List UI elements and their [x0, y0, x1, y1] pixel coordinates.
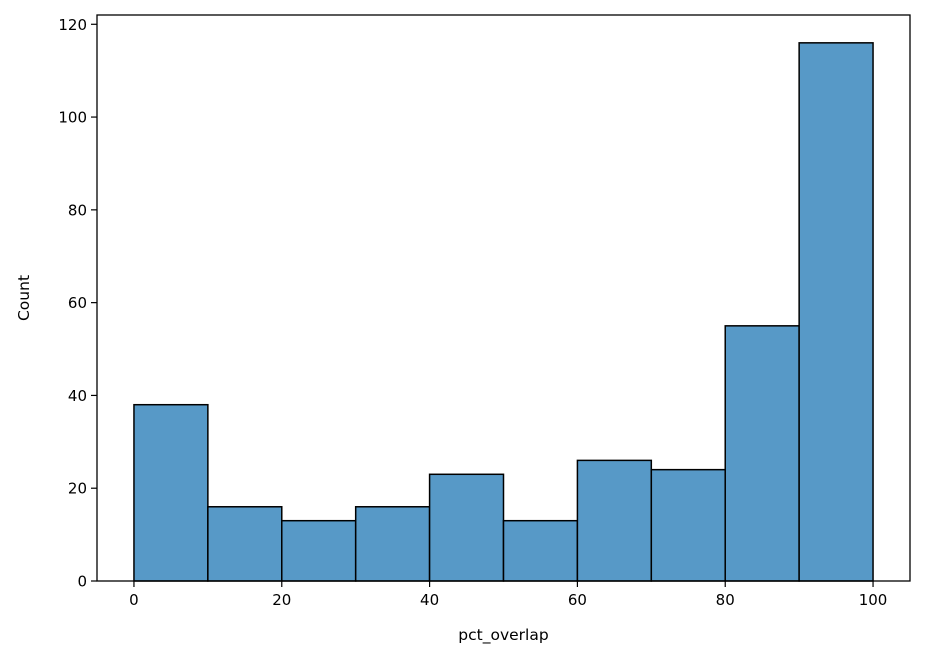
- x-tick-label: 20: [272, 591, 291, 609]
- x-tick-label: 100: [859, 591, 888, 609]
- histogram-bar-9: [724, 325, 800, 582]
- histogram-bar-7: [576, 459, 653, 582]
- y-tick-label: 60: [68, 294, 87, 312]
- histogram-bar-10: [798, 42, 874, 582]
- y-tick-label: 20: [68, 480, 87, 498]
- y-tick-label: 0: [77, 573, 87, 591]
- y-tick-label: 120: [58, 16, 87, 34]
- y-ticks: 0 20 40 60 80 100 120: [58, 16, 97, 591]
- histogram-bar-5: [428, 473, 505, 582]
- histogram-bar-3: [281, 519, 357, 582]
- y-axis-label: Count: [15, 275, 33, 321]
- histogram-bar-4: [354, 506, 431, 582]
- y-tick-label: 40: [68, 387, 87, 405]
- x-tick-label: 80: [716, 591, 735, 609]
- histogram-bar-2: [207, 506, 283, 582]
- x-tick-label: 0: [129, 591, 139, 609]
- x-tick-label: 60: [568, 591, 587, 609]
- y-tick-label: 80: [68, 201, 87, 219]
- histogram-bar-6: [502, 519, 579, 582]
- bars-group: [133, 42, 874, 582]
- x-ticks: 0 20 40 60 80 100: [129, 581, 887, 609]
- histogram-bar-8: [650, 468, 726, 582]
- x-tick-label: 40: [420, 591, 439, 609]
- x-axis-label: pct_overlap: [458, 626, 548, 645]
- histogram-bar-1: [133, 403, 209, 582]
- plot-frame: [96, 14, 911, 582]
- y-tick-label: 100: [58, 109, 87, 127]
